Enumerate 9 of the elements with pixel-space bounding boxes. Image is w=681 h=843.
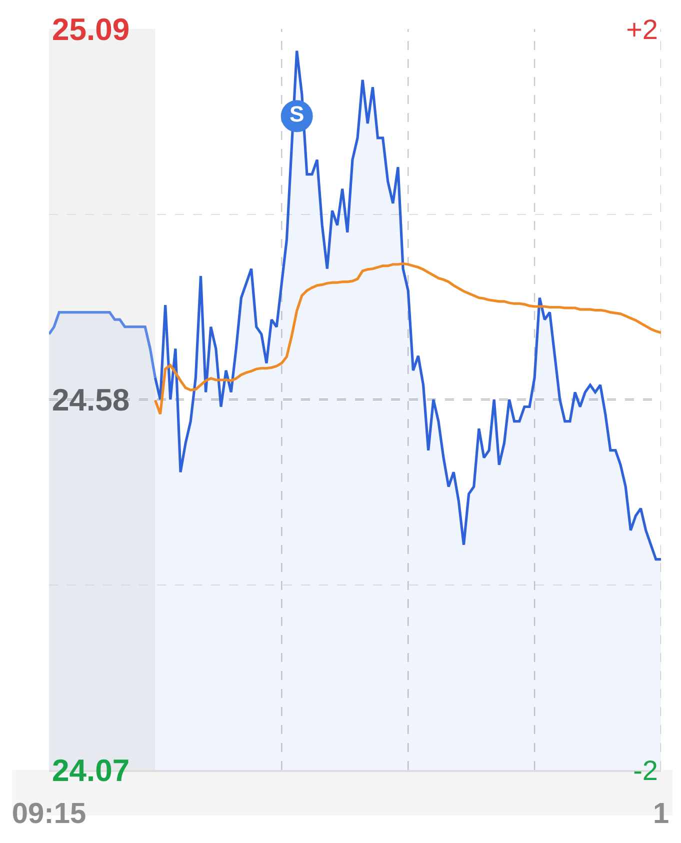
y2-tick-label: +2 <box>626 14 658 45</box>
x-tick-label: 1 <box>652 798 670 830</box>
y2-tick-label: -2 <box>633 754 658 786</box>
y-tick-label: 25.09 <box>52 12 130 47</box>
x-tick-label: 09:15 <box>12 798 86 830</box>
line-series <box>154 262 661 416</box>
data-label: S <box>289 102 304 127</box>
y-tick-label: 24.07 <box>52 752 130 788</box>
y-tick-label: 24.58 <box>52 382 130 418</box>
